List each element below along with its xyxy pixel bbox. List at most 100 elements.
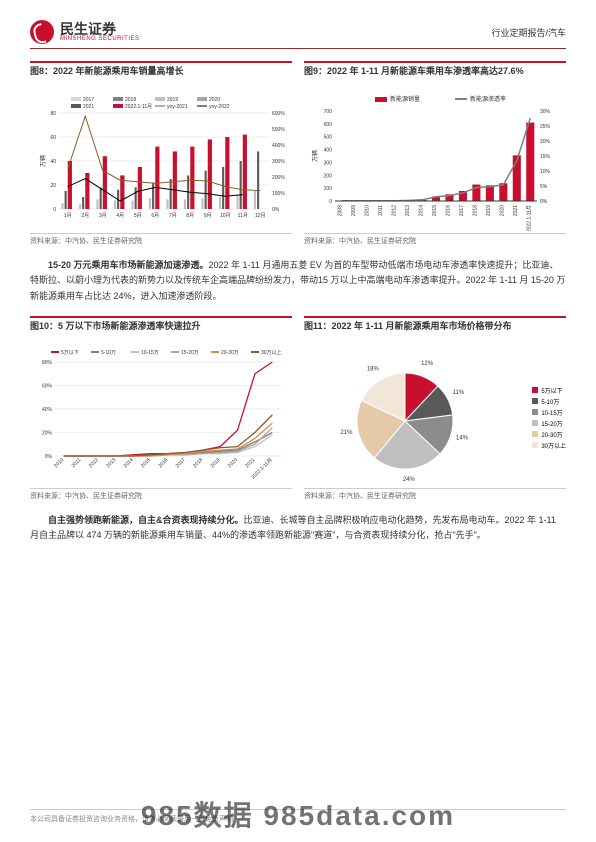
svg-text:2020: 2020 bbox=[227, 457, 239, 469]
svg-text:60%: 60% bbox=[42, 383, 53, 389]
svg-text:2021: 2021 bbox=[244, 457, 256, 469]
svg-text:2017: 2017 bbox=[459, 205, 465, 216]
svg-text:11月: 11月 bbox=[238, 213, 248, 219]
svg-text:2018: 2018 bbox=[472, 205, 478, 216]
svg-text:2011: 2011 bbox=[71, 457, 83, 469]
svg-text:4月: 4月 bbox=[116, 213, 124, 219]
svg-text:30万以上: 30万以上 bbox=[261, 349, 282, 356]
pie-legend-item: 5万以下 bbox=[532, 386, 566, 395]
pie-legend-item: 5-10万 bbox=[532, 397, 566, 406]
svg-text:万辆: 万辆 bbox=[311, 150, 319, 162]
header: 民生证券 MINSHENG SECURITIES 行业定期报告/汽车 bbox=[30, 20, 566, 49]
svg-text:10%: 10% bbox=[540, 169, 551, 175]
fig8-title: 图8：2022 年新能源乘用车销量高增长 bbox=[30, 61, 292, 87]
paragraph-1: 15-20 万元乘用车市场新能源加速渗透。2022 年 1-11 月通用五菱 E… bbox=[30, 258, 566, 304]
svg-text:2018: 2018 bbox=[192, 457, 204, 469]
svg-text:2月: 2月 bbox=[81, 213, 89, 219]
svg-text:2009: 2009 bbox=[351, 205, 357, 216]
svg-text:200%: 200% bbox=[272, 175, 285, 181]
svg-text:5-10万: 5-10万 bbox=[101, 350, 116, 356]
svg-text:2008: 2008 bbox=[338, 205, 344, 216]
svg-text:25%: 25% bbox=[540, 124, 551, 130]
svg-text:6月: 6月 bbox=[151, 213, 159, 219]
svg-text:11%: 11% bbox=[453, 390, 465, 396]
svg-text:2015: 2015 bbox=[140, 457, 152, 469]
svg-text:12月: 12月 bbox=[255, 213, 266, 219]
pie-legend-item: 15-20万 bbox=[532, 419, 566, 428]
fig9: 图9：2022 年 1-11 月新能源车乘用车渗透率高达27.6% 新能源销量新… bbox=[304, 61, 566, 246]
svg-text:100%: 100% bbox=[272, 191, 285, 197]
svg-text:10月: 10月 bbox=[220, 213, 231, 219]
svg-text:2012: 2012 bbox=[392, 205, 398, 216]
svg-text:0%: 0% bbox=[540, 199, 548, 205]
svg-text:500%: 500% bbox=[272, 127, 285, 133]
svg-text:2022.1-11月: 2022.1-11月 bbox=[125, 104, 152, 110]
svg-text:14%: 14% bbox=[456, 435, 469, 441]
svg-text:200: 200 bbox=[324, 173, 333, 179]
svg-text:2010: 2010 bbox=[365, 205, 371, 216]
fig10-source: 资料来源：中汽协、民生证券研究院 bbox=[30, 488, 292, 501]
svg-text:8月: 8月 bbox=[186, 213, 194, 219]
svg-text:0: 0 bbox=[53, 207, 56, 213]
svg-text:yoy-2022: yoy-2022 bbox=[209, 104, 230, 110]
fig8-chart: 201720182019202020212022.1-11月yoy-2021yo… bbox=[30, 91, 292, 231]
svg-text:500: 500 bbox=[324, 135, 333, 141]
svg-text:2022.1-11月: 2022.1-11月 bbox=[526, 205, 532, 231]
svg-text:7月: 7月 bbox=[169, 213, 177, 219]
svg-text:5万以下: 5万以下 bbox=[61, 350, 79, 356]
svg-text:18%: 18% bbox=[367, 366, 380, 372]
logo-cn: 民生证券 bbox=[60, 22, 140, 36]
svg-text:10-15万: 10-15万 bbox=[141, 350, 159, 356]
fig8-source: 资料来源：中汽协、民生证券研究院 bbox=[30, 233, 292, 246]
svg-text:3月: 3月 bbox=[99, 213, 107, 219]
svg-text:80: 80 bbox=[50, 111, 56, 117]
svg-text:20%: 20% bbox=[42, 430, 53, 436]
svg-text:2016: 2016 bbox=[445, 205, 451, 216]
logo-text: 民生证券 MINSHENG SECURITIES bbox=[60, 22, 140, 42]
svg-text:20: 20 bbox=[50, 183, 56, 189]
svg-text:2020: 2020 bbox=[499, 205, 505, 216]
fig11-legend: 5万以下 5-10万 10-15万 15-20万 20-30万 30万以上 bbox=[532, 386, 566, 452]
svg-text:5月: 5月 bbox=[134, 213, 142, 219]
pie-legend-item: 10-15万 bbox=[532, 408, 566, 417]
svg-text:400%: 400% bbox=[272, 143, 285, 149]
fig11: 图11：2022 年 1-11 月新能源乘用车市场价格带分布 12%11%14%… bbox=[304, 316, 566, 501]
svg-text:2015: 2015 bbox=[432, 205, 438, 216]
fig11-chart: 12%11%14%24%21%18% 5万以下5-10万10-15万15-20万… bbox=[304, 346, 566, 486]
svg-text:2014: 2014 bbox=[419, 205, 425, 216]
header-right: 行业定期报告/汽车 bbox=[491, 26, 566, 39]
svg-text:60: 60 bbox=[50, 135, 56, 141]
fig9-chart: 新能源销量新能源渗透率01002003004005006007000%5%10%… bbox=[304, 91, 566, 231]
svg-text:300: 300 bbox=[324, 160, 333, 166]
svg-text:9月: 9月 bbox=[204, 213, 212, 219]
svg-text:新能源渗透率: 新能源渗透率 bbox=[470, 95, 506, 103]
svg-text:100: 100 bbox=[324, 186, 333, 192]
svg-text:2016: 2016 bbox=[157, 457, 169, 469]
paragraph-2: 自主强势领跑新能源，自主&合资表现持续分化。比亚迪、长城等自主品牌积极响应电动化… bbox=[30, 513, 566, 544]
svg-text:15-20万: 15-20万 bbox=[181, 350, 199, 356]
svg-text:2012: 2012 bbox=[88, 457, 100, 469]
svg-text:2017: 2017 bbox=[83, 97, 94, 103]
svg-text:20-30万: 20-30万 bbox=[221, 350, 239, 356]
fig9-source: 资料来源：中汽协、民生证券研究院 bbox=[304, 233, 566, 246]
svg-text:2018: 2018 bbox=[125, 97, 136, 103]
page: 民生证券 MINSHENG SECURITIES 行业定期报告/汽车 图8：20… bbox=[0, 0, 596, 575]
svg-text:5%: 5% bbox=[540, 184, 548, 190]
svg-text:40%: 40% bbox=[42, 407, 53, 413]
svg-text:12%: 12% bbox=[421, 361, 434, 367]
svg-text:万辆: 万辆 bbox=[39, 155, 47, 167]
svg-text:2021: 2021 bbox=[83, 104, 94, 110]
logo-icon bbox=[30, 20, 54, 44]
row-2: 图10：5 万以下市场新能源渗透率快速拉升 5万以下5-10万10-15万15-… bbox=[30, 316, 566, 501]
svg-text:新能源销量: 新能源销量 bbox=[390, 95, 420, 103]
svg-text:24%: 24% bbox=[403, 477, 416, 483]
svg-text:400: 400 bbox=[324, 148, 333, 154]
svg-text:2019: 2019 bbox=[486, 205, 492, 216]
svg-text:2011: 2011 bbox=[378, 205, 384, 216]
svg-text:2014: 2014 bbox=[123, 457, 135, 469]
pie-legend-item: 30万以上 bbox=[532, 441, 566, 450]
fig11-source: 资料来源：中汽协、民生证券研究院 bbox=[304, 488, 566, 501]
svg-text:2013: 2013 bbox=[105, 457, 117, 469]
pie-legend-item: 20-30万 bbox=[532, 430, 566, 439]
svg-text:600: 600 bbox=[324, 122, 333, 128]
